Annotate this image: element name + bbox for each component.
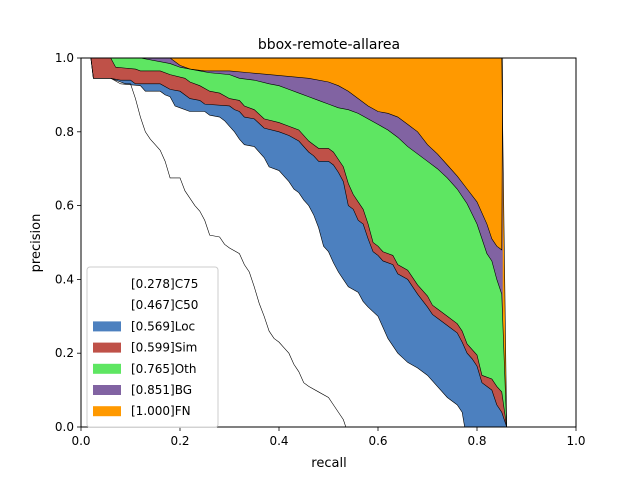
legend-label: [0.599]Sim <box>131 341 197 355</box>
y-tick-label: 0.2 <box>55 346 74 360</box>
legend-label: [0.569]Loc <box>131 319 195 333</box>
x-axis-ticks: 0.0 0.2 0.4 0.6 0.8 1.0 <box>71 427 586 448</box>
y-tick-label: 1.0 <box>55 51 74 65</box>
y-tick-label: 0.0 <box>55 420 74 434</box>
x-tick-label: 0.8 <box>467 434 486 448</box>
line-loc <box>81 57 507 428</box>
line-oth <box>81 57 507 428</box>
x-axis-label: recall <box>311 456 346 471</box>
legend-label: [1.000]FN <box>131 404 191 418</box>
legend-label: [0.467]C50 <box>131 298 198 312</box>
legend-label: [0.278]C75 <box>131 277 198 291</box>
line-c75 <box>81 57 347 428</box>
y-tick-label: 0.4 <box>55 272 74 286</box>
line-c50 <box>81 57 465 428</box>
legend-swatch <box>93 300 121 311</box>
x-tick-label: 0.0 <box>71 434 90 448</box>
legend-swatch <box>93 279 121 289</box>
y-tick-label: 0.6 <box>55 199 74 213</box>
x-tick-label: 0.6 <box>368 434 387 448</box>
legend-swatch <box>93 363 121 374</box>
x-tick-label: 0.4 <box>269 434 288 448</box>
legend-label: [0.765]Oth <box>131 362 196 376</box>
legend: [0.278]C75 [0.467]C50 [0.569]Loc [0.599]Sim… <box>86 266 219 428</box>
legend-label: [0.851]BG <box>131 383 192 397</box>
x-tick-label: 0.2 <box>170 434 189 448</box>
legend-swatch <box>93 342 121 353</box>
line-sim <box>81 57 507 428</box>
plot-frame <box>80 57 577 428</box>
legend-swatch <box>93 321 121 332</box>
y-axis-ticks: 0.0 0.2 0.4 0.6 0.8 1.0 <box>55 51 81 434</box>
x-tick-label: 1.0 <box>566 434 585 448</box>
legend-swatch <box>93 406 121 417</box>
line-bg <box>81 57 504 251</box>
chart-title: bbox-remote-allarea <box>258 37 400 53</box>
y-tick-label: 0.8 <box>55 125 74 139</box>
legend-swatch <box>93 385 121 395</box>
y-axis-label: precision <box>29 214 44 273</box>
